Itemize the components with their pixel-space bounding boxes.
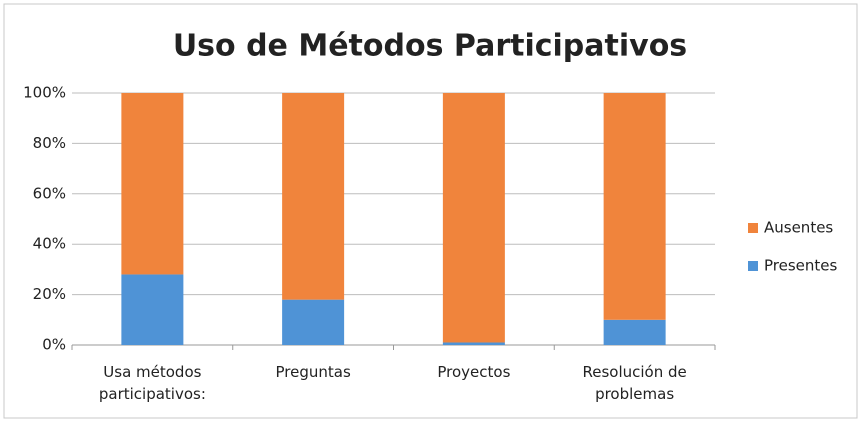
y-tick-label: 0% (42, 336, 66, 354)
y-tick-label: 40% (33, 235, 66, 253)
legend-label: Ausentes (764, 219, 833, 237)
y-tick-label: 80% (33, 134, 66, 152)
x-tick-label: Preguntas (275, 363, 351, 381)
bar-segment (282, 299, 345, 345)
bar-segment (442, 93, 505, 343)
x-tick-label: Usa métodos participativos: (98, 363, 206, 403)
bar-segment (282, 93, 345, 300)
bar-segment (603, 319, 666, 345)
x-tick-label: Resolución de problemas (582, 363, 687, 403)
y-tick-label: 60% (33, 184, 66, 202)
bar-segment (442, 342, 505, 345)
bar-segment (121, 274, 184, 345)
legend-label: Presentes (764, 257, 838, 275)
bar-segment (121, 93, 184, 275)
legend-swatch (748, 261, 758, 271)
x-tick-label: Proyectos (437, 363, 511, 381)
y-tick-label: 100% (23, 84, 66, 102)
chart-title: Uso de Métodos Participativos (173, 29, 687, 64)
y-tick-label: 20% (33, 285, 66, 303)
bar-segment (603, 93, 666, 320)
legend-swatch (748, 223, 758, 233)
